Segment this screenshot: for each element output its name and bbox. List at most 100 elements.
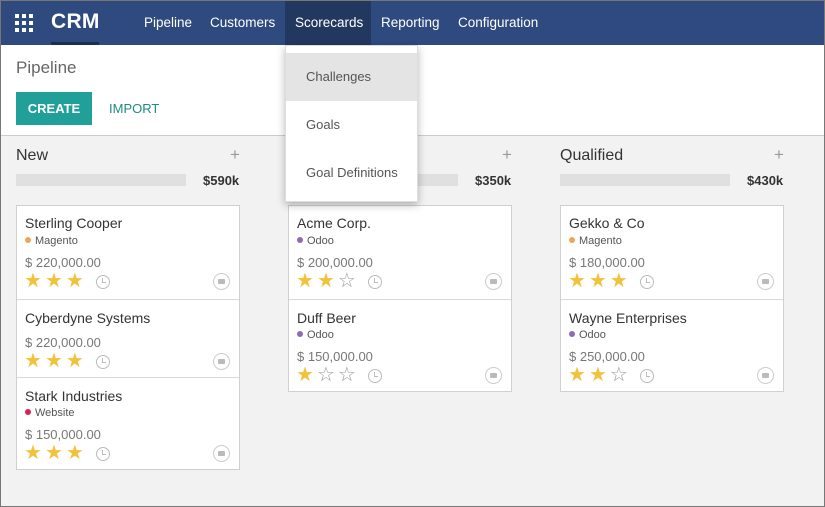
camera-icon (485, 273, 502, 290)
star-icon[interactable]: ★ (65, 270, 87, 292)
apps-grid-icon[interactable] (15, 14, 33, 32)
camera-icon (757, 273, 774, 290)
star-icon[interactable]: ☆ (316, 364, 338, 386)
star-icon[interactable]: ★ (24, 350, 45, 372)
priority-stars: ★★★ (568, 271, 631, 291)
tag-dot-icon (297, 237, 303, 243)
priority-stars: ★☆☆ (296, 365, 359, 385)
kanban-card[interactable]: Sterling Cooper Magento $ 220,000.00 ★★★ (17, 206, 239, 299)
menu-customers[interactable]: Customers (210, 15, 276, 30)
star-icon[interactable]: ★ (568, 270, 589, 292)
kanban-column-cards: Sterling Cooper Magento $ 220,000.00 ★★★… (16, 205, 240, 470)
clock-icon[interactable] (640, 275, 654, 289)
kanban-column-cards: Acme Corp. Odoo $ 200,000.00 ★★☆ Duff Be… (288, 205, 512, 392)
column-progress-bar (560, 174, 730, 186)
star-icon[interactable]: ★ (609, 270, 631, 292)
menu-configuration[interactable]: Configuration (458, 15, 539, 30)
card-amount: $ 180,000.00 (569, 255, 645, 270)
star-icon[interactable]: ★ (588, 270, 610, 292)
card-amount: $ 220,000.00 (25, 335, 101, 350)
app-brand[interactable]: CRM (51, 10, 100, 33)
card-tag: Magento (569, 235, 622, 247)
tag-label: Odoo (307, 235, 334, 247)
camera-icon (213, 353, 230, 370)
column-title: New (16, 147, 49, 164)
camera-icon (485, 367, 502, 384)
clock-icon[interactable] (640, 369, 654, 383)
star-icon[interactable]: ★ (24, 442, 45, 464)
kanban-card[interactable]: Duff Beer Odoo $ 150,000.00 ★☆☆ (289, 299, 511, 391)
star-icon[interactable]: ★ (44, 442, 66, 464)
column-title: Qualified (560, 147, 624, 164)
star-icon[interactable]: ★ (296, 364, 317, 386)
dropdown-item-challenges[interactable]: Challenges (286, 53, 417, 101)
star-icon[interactable]: ★ (568, 364, 589, 386)
tag-label: Magento (579, 235, 622, 247)
clock-icon[interactable] (96, 447, 110, 461)
tag-label: Odoo (579, 329, 606, 341)
tag-dot-icon (25, 409, 31, 415)
card-name: Wayne Enterprises (569, 310, 687, 326)
column-add-icon[interactable]: + (502, 145, 512, 164)
clock-icon[interactable] (96, 275, 110, 289)
tag-dot-icon (569, 331, 575, 337)
create-button[interactable]: CREATE (16, 92, 92, 125)
card-amount: $ 250,000.00 (569, 349, 645, 364)
card-tag: Odoo (297, 329, 334, 341)
priority-stars: ★★☆ (568, 365, 631, 385)
kanban-column-cards: Gekko & Co Magento $ 180,000.00 ★★★ Wayn… (560, 205, 784, 392)
star-icon[interactable]: ★ (296, 270, 317, 292)
kanban-card[interactable]: Acme Corp. Odoo $ 200,000.00 ★★☆ (289, 206, 511, 299)
column-total: $430k (747, 173, 784, 188)
clock-icon[interactable] (96, 355, 110, 369)
card-name: Cyberdyne Systems (25, 310, 151, 326)
kanban-card[interactable]: Cyberdyne Systems $ 220,000.00 ★★★ (17, 299, 239, 377)
card-name: Stark Industries (25, 388, 123, 404)
card-tag: Odoo (569, 329, 606, 341)
star-icon[interactable]: ★ (44, 350, 66, 372)
column-total: $590k (203, 173, 240, 188)
card-tag: Website (25, 407, 75, 419)
card-amount: $ 200,000.00 (297, 255, 373, 270)
brand-underline (51, 42, 99, 45)
dropdown-item-goals[interactable]: Goals (306, 117, 340, 132)
menu-scorecards[interactable]: Scorecards (285, 1, 371, 45)
card-name: Duff Beer (297, 310, 356, 326)
star-icon[interactable]: ★ (44, 270, 66, 292)
star-icon[interactable]: ☆ (337, 270, 359, 292)
column-progress-bar (16, 174, 186, 186)
top-navbar: CRM Pipeline Customers Scorecards Report… (1, 1, 824, 45)
tag-label: Website (35, 407, 75, 419)
tag-dot-icon (25, 237, 31, 243)
page-title: Pipeline (16, 58, 77, 77)
card-name: Gekko & Co (569, 215, 645, 231)
camera-icon (213, 273, 230, 290)
column-total: $350k (475, 173, 512, 188)
kanban-card[interactable]: Wayne Enterprises Odoo $ 250,000.00 ★★☆ (561, 299, 783, 391)
menu-reporting[interactable]: Reporting (381, 15, 440, 30)
star-icon[interactable]: ★ (65, 350, 87, 372)
card-tag: Odoo (297, 235, 334, 247)
menu-pipeline[interactable]: Pipeline (144, 15, 193, 30)
card-amount: $ 150,000.00 (25, 427, 101, 442)
star-icon[interactable]: ★ (24, 270, 45, 292)
tag-dot-icon (297, 331, 303, 337)
camera-icon (213, 445, 230, 462)
star-icon[interactable]: ★ (316, 270, 338, 292)
column-add-icon[interactable]: + (774, 145, 784, 164)
card-tag: Magento (25, 235, 78, 247)
import-button[interactable]: IMPORT (109, 101, 160, 116)
kanban-card[interactable]: Stark Industries Website $ 150,000.00 ★★… (17, 377, 239, 469)
column-add-icon[interactable]: + (230, 145, 240, 164)
camera-icon (757, 367, 774, 384)
star-icon[interactable]: ☆ (337, 364, 359, 386)
star-icon[interactable]: ☆ (609, 364, 631, 386)
star-icon[interactable]: ★ (588, 364, 610, 386)
star-icon[interactable]: ★ (65, 442, 87, 464)
clock-icon[interactable] (368, 369, 382, 383)
kanban-card[interactable]: Gekko & Co Magento $ 180,000.00 ★★★ (561, 206, 783, 299)
priority-stars: ★★★ (24, 271, 87, 291)
clock-icon[interactable] (368, 275, 382, 289)
dropdown-item-goal-definitions[interactable]: Goal Definitions (306, 165, 398, 180)
tag-dot-icon (569, 237, 575, 243)
